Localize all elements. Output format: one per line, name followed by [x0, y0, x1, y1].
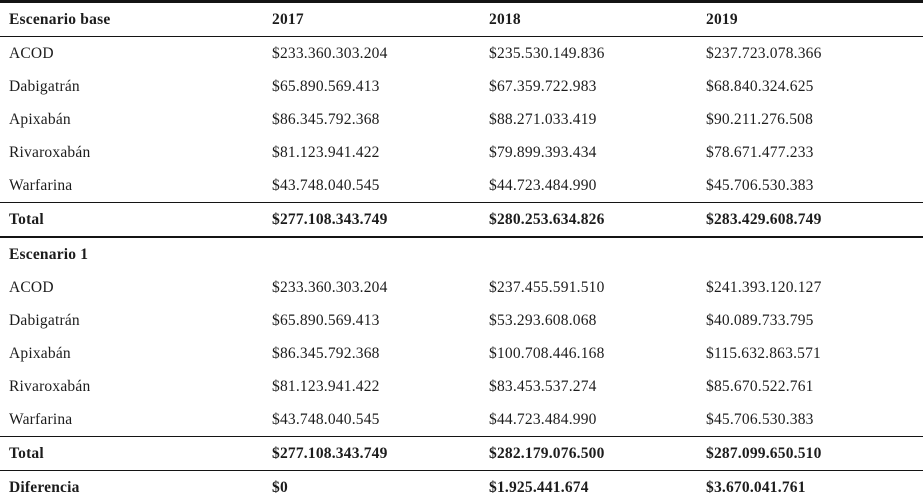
table-header-row: Escenario base 2017 2018 2019	[0, 2, 923, 37]
table-row-esc1-total: Total $277.108.343.749 $282.179.076.500 …	[0, 437, 923, 471]
cell-2018: $79.899.393.434	[489, 136, 706, 169]
table-row-section-escenario-1: Escenario 1	[0, 237, 923, 271]
cell-2018: $282.179.076.500	[489, 437, 706, 471]
cell-2019: $85.670.522.761	[706, 370, 923, 403]
cell-2017: $65.890.569.413	[272, 70, 489, 103]
cell-2019: $283.429.608.749	[706, 203, 923, 238]
cell-2018: $44.723.484.990	[489, 403, 706, 437]
cell-2017: $43.748.040.545	[272, 403, 489, 437]
cell-2018: $235.530.149.836	[489, 37, 706, 71]
row-label: Warfarina	[0, 169, 272, 203]
section-label: Escenario 1	[0, 237, 272, 271]
row-label: Warfarina	[0, 403, 272, 437]
table-row-esc1-rivaroxaban: Rivaroxabán $81.123.941.422 $83.453.537.…	[0, 370, 923, 403]
cell-2019	[706, 237, 923, 271]
row-label: Total	[0, 203, 272, 238]
row-label: Dabigatrán	[0, 70, 272, 103]
cell-2019: $45.706.530.383	[706, 169, 923, 203]
scenario-cost-table: Escenario base 2017 2018 2019 ACOD $233.…	[0, 0, 923, 503]
cell-2019: $237.723.078.366	[706, 37, 923, 71]
cell-2019: $40.089.733.795	[706, 304, 923, 337]
cell-2019: $45.706.530.383	[706, 403, 923, 437]
column-header-scenario: Escenario base	[0, 2, 272, 37]
cell-2018: $53.293.608.068	[489, 304, 706, 337]
cell-2017: $86.345.792.368	[272, 103, 489, 136]
cell-2017: $43.748.040.545	[272, 169, 489, 203]
cell-2017: $86.345.792.368	[272, 337, 489, 370]
cell-2018: $237.455.591.510	[489, 271, 706, 304]
cell-2017: $277.108.343.749	[272, 203, 489, 238]
table-row-diferencia: Diferencia $0 $1.925.441.674 $3.670.041.…	[0, 471, 923, 503]
cell-2017: $81.123.941.422	[272, 370, 489, 403]
table-row-esc1-apixaban: Apixabán $86.345.792.368 $100.708.446.16…	[0, 337, 923, 370]
row-label: Apixabán	[0, 103, 272, 136]
column-header-2017: 2017	[272, 2, 489, 37]
cell-2018: $1.925.441.674	[489, 471, 706, 503]
cell-2018	[489, 237, 706, 271]
cell-2017: $233.360.303.204	[272, 37, 489, 71]
row-label: Rivaroxabán	[0, 136, 272, 169]
cell-2019: $68.840.324.625	[706, 70, 923, 103]
cell-2019: $115.632.863.571	[706, 337, 923, 370]
table-row-base-acod: ACOD $233.360.303.204 $235.530.149.836 $…	[0, 37, 923, 71]
paper-table-page: Escenario base 2017 2018 2019 ACOD $233.…	[0, 0, 923, 503]
table-row-esc1-dabigatran: Dabigatrán $65.890.569.413 $53.293.608.0…	[0, 304, 923, 337]
table-row-esc1-acod: ACOD $233.360.303.204 $237.455.591.510 $…	[0, 271, 923, 304]
cell-2019: $3.670.041.761	[706, 471, 923, 503]
cell-2018: $44.723.484.990	[489, 169, 706, 203]
column-header-2019: 2019	[706, 2, 923, 37]
column-header-2018: 2018	[489, 2, 706, 37]
cell-2017: $65.890.569.413	[272, 304, 489, 337]
cell-2018: $67.359.722.983	[489, 70, 706, 103]
row-label: Dabigatrán	[0, 304, 272, 337]
cell-2019: $90.211.276.508	[706, 103, 923, 136]
table-row-base-rivaroxaban: Rivaroxabán $81.123.941.422 $79.899.393.…	[0, 136, 923, 169]
table-row-base-total: Total $277.108.343.749 $280.253.634.826 …	[0, 203, 923, 238]
row-label: ACOD	[0, 271, 272, 304]
cell-2018: $100.708.446.168	[489, 337, 706, 370]
table-row-esc1-warfarina: Warfarina $43.748.040.545 $44.723.484.99…	[0, 403, 923, 437]
cell-2018: $83.453.537.274	[489, 370, 706, 403]
cell-2017: $233.360.303.204	[272, 271, 489, 304]
row-label: Total	[0, 437, 272, 471]
cell-2018: $88.271.033.419	[489, 103, 706, 136]
cell-2017: $81.123.941.422	[272, 136, 489, 169]
cell-2017	[272, 237, 489, 271]
cell-2017: $277.108.343.749	[272, 437, 489, 471]
row-label: Diferencia	[0, 471, 272, 503]
row-label: Apixabán	[0, 337, 272, 370]
cell-2017: $0	[272, 471, 489, 503]
row-label: Rivaroxabán	[0, 370, 272, 403]
row-label: ACOD	[0, 37, 272, 71]
table-row-base-dabigatran: Dabigatrán $65.890.569.413 $67.359.722.9…	[0, 70, 923, 103]
table-row-base-warfarina: Warfarina $43.748.040.545 $44.723.484.99…	[0, 169, 923, 203]
cell-2019: $78.671.477.233	[706, 136, 923, 169]
cell-2018: $280.253.634.826	[489, 203, 706, 238]
cell-2019: $241.393.120.127	[706, 271, 923, 304]
cell-2019: $287.099.650.510	[706, 437, 923, 471]
table-row-base-apixaban: Apixabán $86.345.792.368 $88.271.033.419…	[0, 103, 923, 136]
